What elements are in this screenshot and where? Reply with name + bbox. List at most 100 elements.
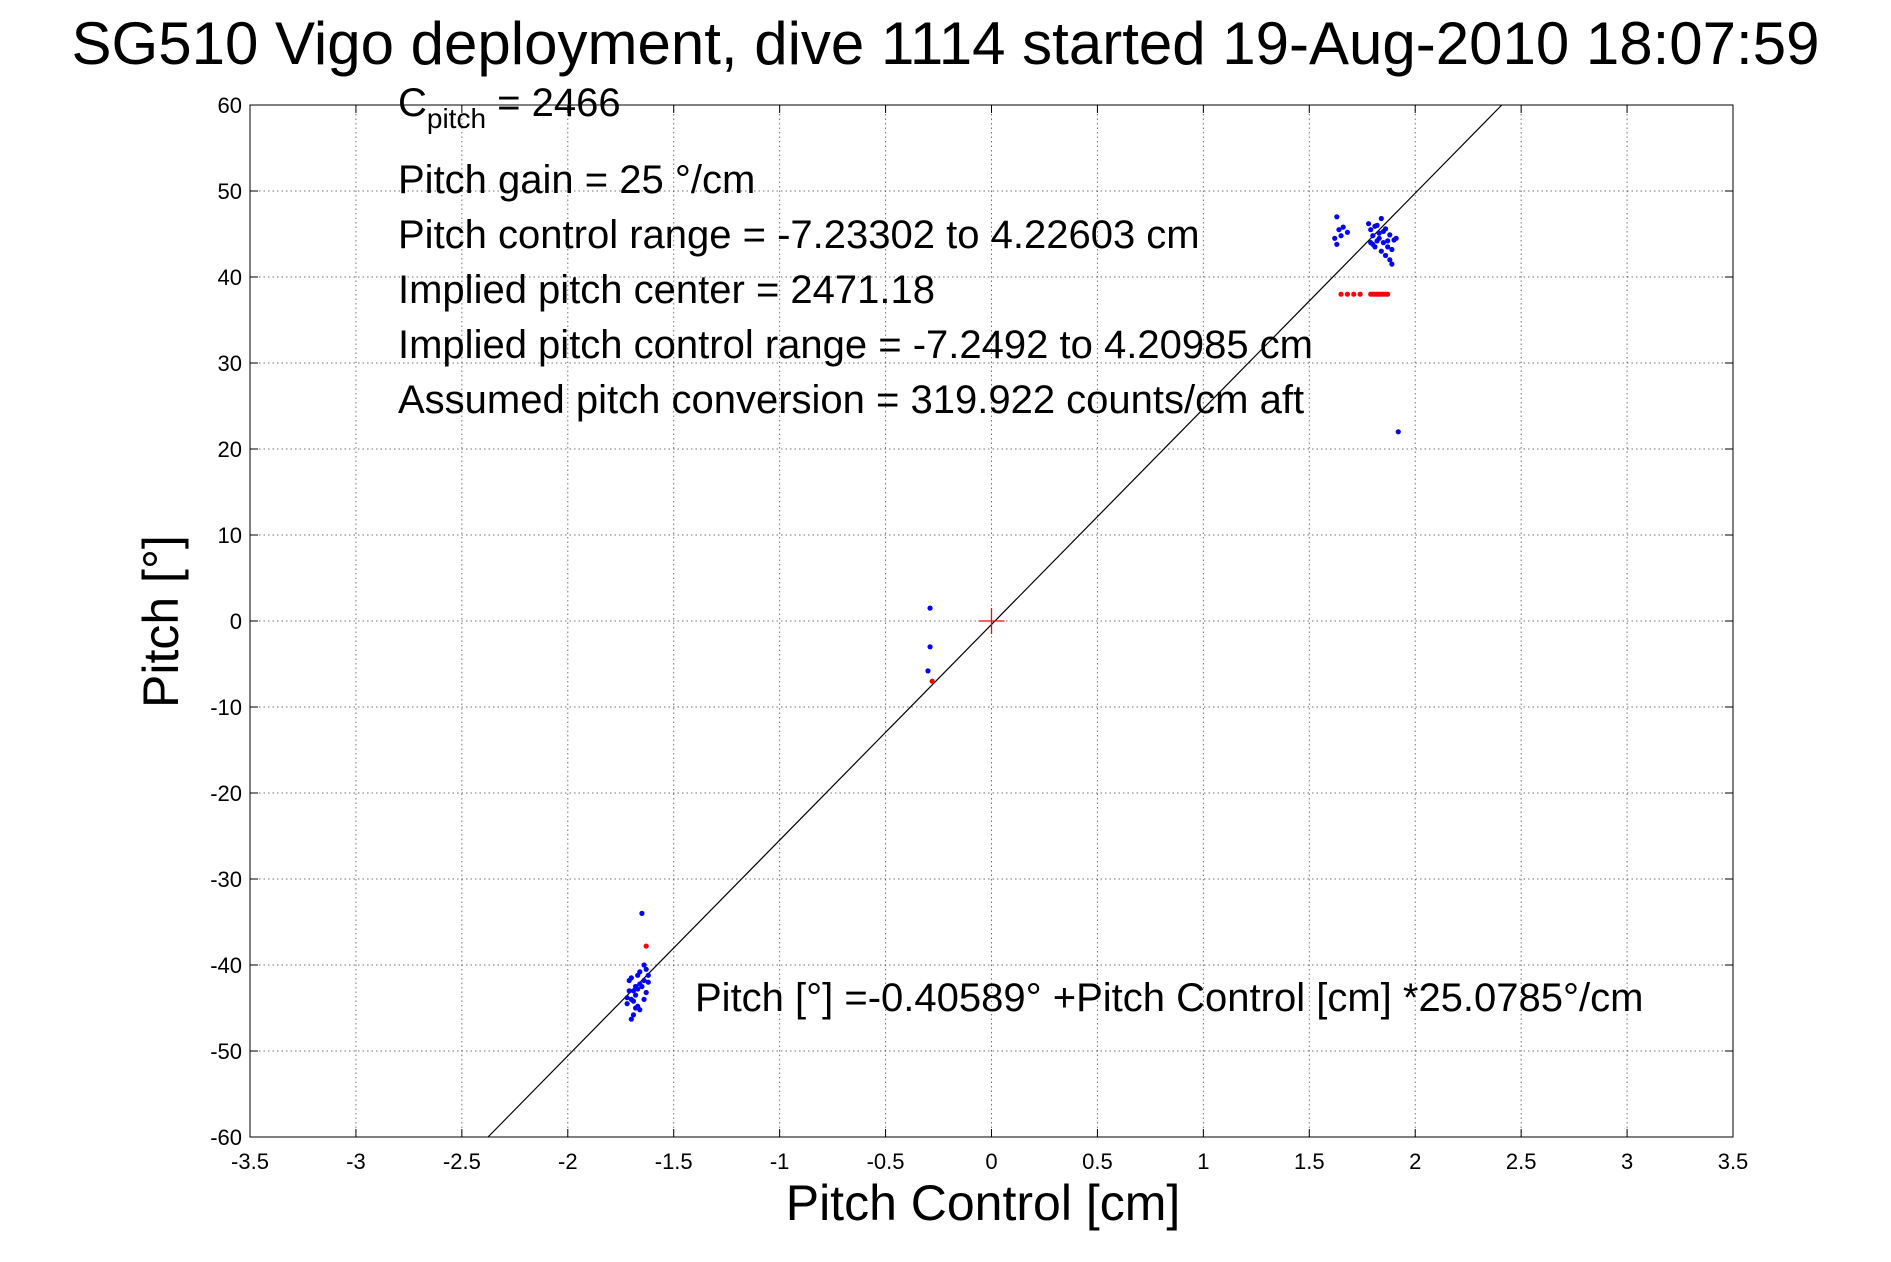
- blue-data-point: [643, 989, 649, 996]
- y-tick-label: -30: [210, 867, 242, 892]
- x-tick-label: -3: [346, 1149, 366, 1174]
- pitch-gain-annotation: Pitch gain = 25 °/cm: [398, 158, 755, 202]
- y-tick-label: -60: [210, 1125, 242, 1150]
- y-axis-label: Pitch [°]: [133, 535, 189, 708]
- chart-title: SG510 Vigo deployment, dive 1114 started…: [71, 10, 1820, 77]
- y-tick-label: 40: [218, 265, 242, 290]
- x-tick-label: 0.5: [1082, 1149, 1113, 1174]
- blue-data-point: [641, 977, 647, 984]
- blue-data-point: [1338, 233, 1344, 239]
- blue-data-point: [925, 668, 931, 674]
- x-axis-label: Pitch Control [cm]: [785, 1175, 1181, 1231]
- blue-data-point: [1378, 248, 1384, 254]
- y-tick-label: 20: [218, 437, 242, 462]
- x-tick-label: 2: [1409, 1149, 1421, 1174]
- blue-data-point: [1340, 224, 1346, 230]
- blue-data-point: [1332, 235, 1338, 241]
- grid-lines: [250, 105, 1733, 1137]
- blue-data-point: [645, 979, 651, 985]
- pitch-conversion-annotation: Assumed pitch conversion = 319.922 count…: [398, 378, 1304, 422]
- blue-data-point: [1389, 246, 1395, 253]
- center-marker-group: [978, 608, 1005, 634]
- blue-data-point: [927, 605, 933, 611]
- red-data-point: [1385, 291, 1391, 297]
- x-tick-label: 2.5: [1506, 1149, 1537, 1174]
- blue-data-point: [637, 981, 643, 987]
- blue-data-point: [630, 1012, 637, 1018]
- red-data-point: [1351, 291, 1357, 297]
- data-points: [624, 214, 1401, 1022]
- blue-data-point: [1385, 238, 1391, 244]
- x-tick-label: 0: [985, 1149, 997, 1174]
- x-tick-label: -2.5: [443, 1149, 481, 1174]
- blue-data-point: [624, 1001, 630, 1007]
- x-tick-label: 1.5: [1294, 1149, 1325, 1174]
- x-tick-label: 1: [1197, 1149, 1209, 1174]
- blue-data-point: [626, 977, 632, 984]
- implied-pitch-center-annotation: Implied pitch center = 2471.18: [398, 268, 935, 312]
- blue-data-point: [1380, 228, 1387, 235]
- blue-data-point: [1376, 235, 1382, 241]
- annotations: Cpitch = 2466 Pitch gain = 25 °/cm Pitch…: [398, 81, 1643, 1020]
- red-data-point: [1357, 291, 1363, 297]
- blue-data-point: [630, 988, 637, 994]
- y-tick-label: 30: [218, 351, 242, 376]
- blue-data-point: [1336, 227, 1342, 233]
- blue-data-point: [1370, 233, 1376, 239]
- blue-data-point: [1374, 222, 1380, 228]
- blue-data-point: [1378, 215, 1384, 222]
- blue-data-point: [1344, 229, 1351, 235]
- cpitch-value: = 2466: [486, 81, 621, 125]
- blue-data-point: [639, 910, 645, 917]
- blue-data-point: [626, 988, 632, 994]
- cpitch-annotation: Cpitch = 2466: [398, 81, 621, 134]
- pitch-control-range-annotation: Pitch control range = -7.23302 to 4.2260…: [398, 213, 1200, 257]
- red-data-point: [1344, 291, 1351, 297]
- blue-data-point: [1366, 221, 1372, 227]
- blue-data-point: [1387, 257, 1393, 263]
- x-tick-label: 3: [1621, 1149, 1633, 1174]
- axis-ticks: [249, 104, 1734, 1138]
- blue-data-point: [641, 962, 647, 968]
- y-tick-label: 0: [230, 609, 242, 634]
- blue-data-point: [632, 992, 639, 998]
- blue-data-point: [624, 995, 630, 1001]
- cpitch-subscript: pitch: [427, 103, 486, 134]
- x-tick-label: -1: [770, 1149, 790, 1174]
- red-data-point: [1338, 291, 1344, 297]
- implied-pitch-control-range-annotation: Implied pitch control range = -7.2492 to…: [398, 323, 1313, 367]
- x-tick-label: -1.5: [655, 1149, 693, 1174]
- x-tick-labels: -3.5 -3 -2.5 -2 -1.5 -1 -0.5 0 0.5 1 1.5 2 2.5 3 3.5: [231, 1149, 1748, 1174]
- blue-data-point: [1387, 232, 1393, 238]
- blue-data-point: [1382, 252, 1389, 259]
- y-tick-label: -20: [210, 781, 242, 806]
- blue-data-point: [637, 1007, 643, 1013]
- blue-data-point: [628, 1016, 634, 1022]
- blue-data-point: [632, 983, 639, 990]
- blue-data-point: [1380, 240, 1387, 246]
- x-tick-label: -2: [558, 1149, 578, 1174]
- blue-data-point: [1372, 244, 1378, 250]
- y-tick-label: 50: [218, 179, 242, 204]
- blue-data-point: [1395, 429, 1401, 435]
- blue-data-point: [643, 966, 649, 972]
- red-data-point: [643, 943, 649, 949]
- y-tick-label: 60: [218, 93, 242, 118]
- blue-data-point: [628, 996, 634, 1003]
- x-tick-label: -0.5: [867, 1149, 905, 1174]
- y-tick-labels: -60 -50 -40 -30 -20 -10 0 10 20 30 40 50 60: [210, 93, 242, 1150]
- y-tick-label: -10: [210, 695, 242, 720]
- fit-equation-annotation: Pitch [°] =-0.40589° +Pitch Control [cm]…: [695, 976, 1643, 1020]
- y-tick-label: -50: [210, 1039, 242, 1064]
- blue-data-point: [1368, 227, 1374, 233]
- blue-data-point: [641, 996, 647, 1003]
- blue-data-point: [927, 644, 933, 650]
- y-tick-label: 10: [218, 523, 242, 548]
- cpitch-symbol: C: [398, 81, 427, 125]
- y-tick-label: -40: [210, 953, 242, 978]
- blue-data-point: [1389, 261, 1395, 267]
- blue-data-point: [1376, 230, 1382, 236]
- blue-data-point: [1334, 241, 1340, 247]
- blue-data-point: [1385, 244, 1391, 250]
